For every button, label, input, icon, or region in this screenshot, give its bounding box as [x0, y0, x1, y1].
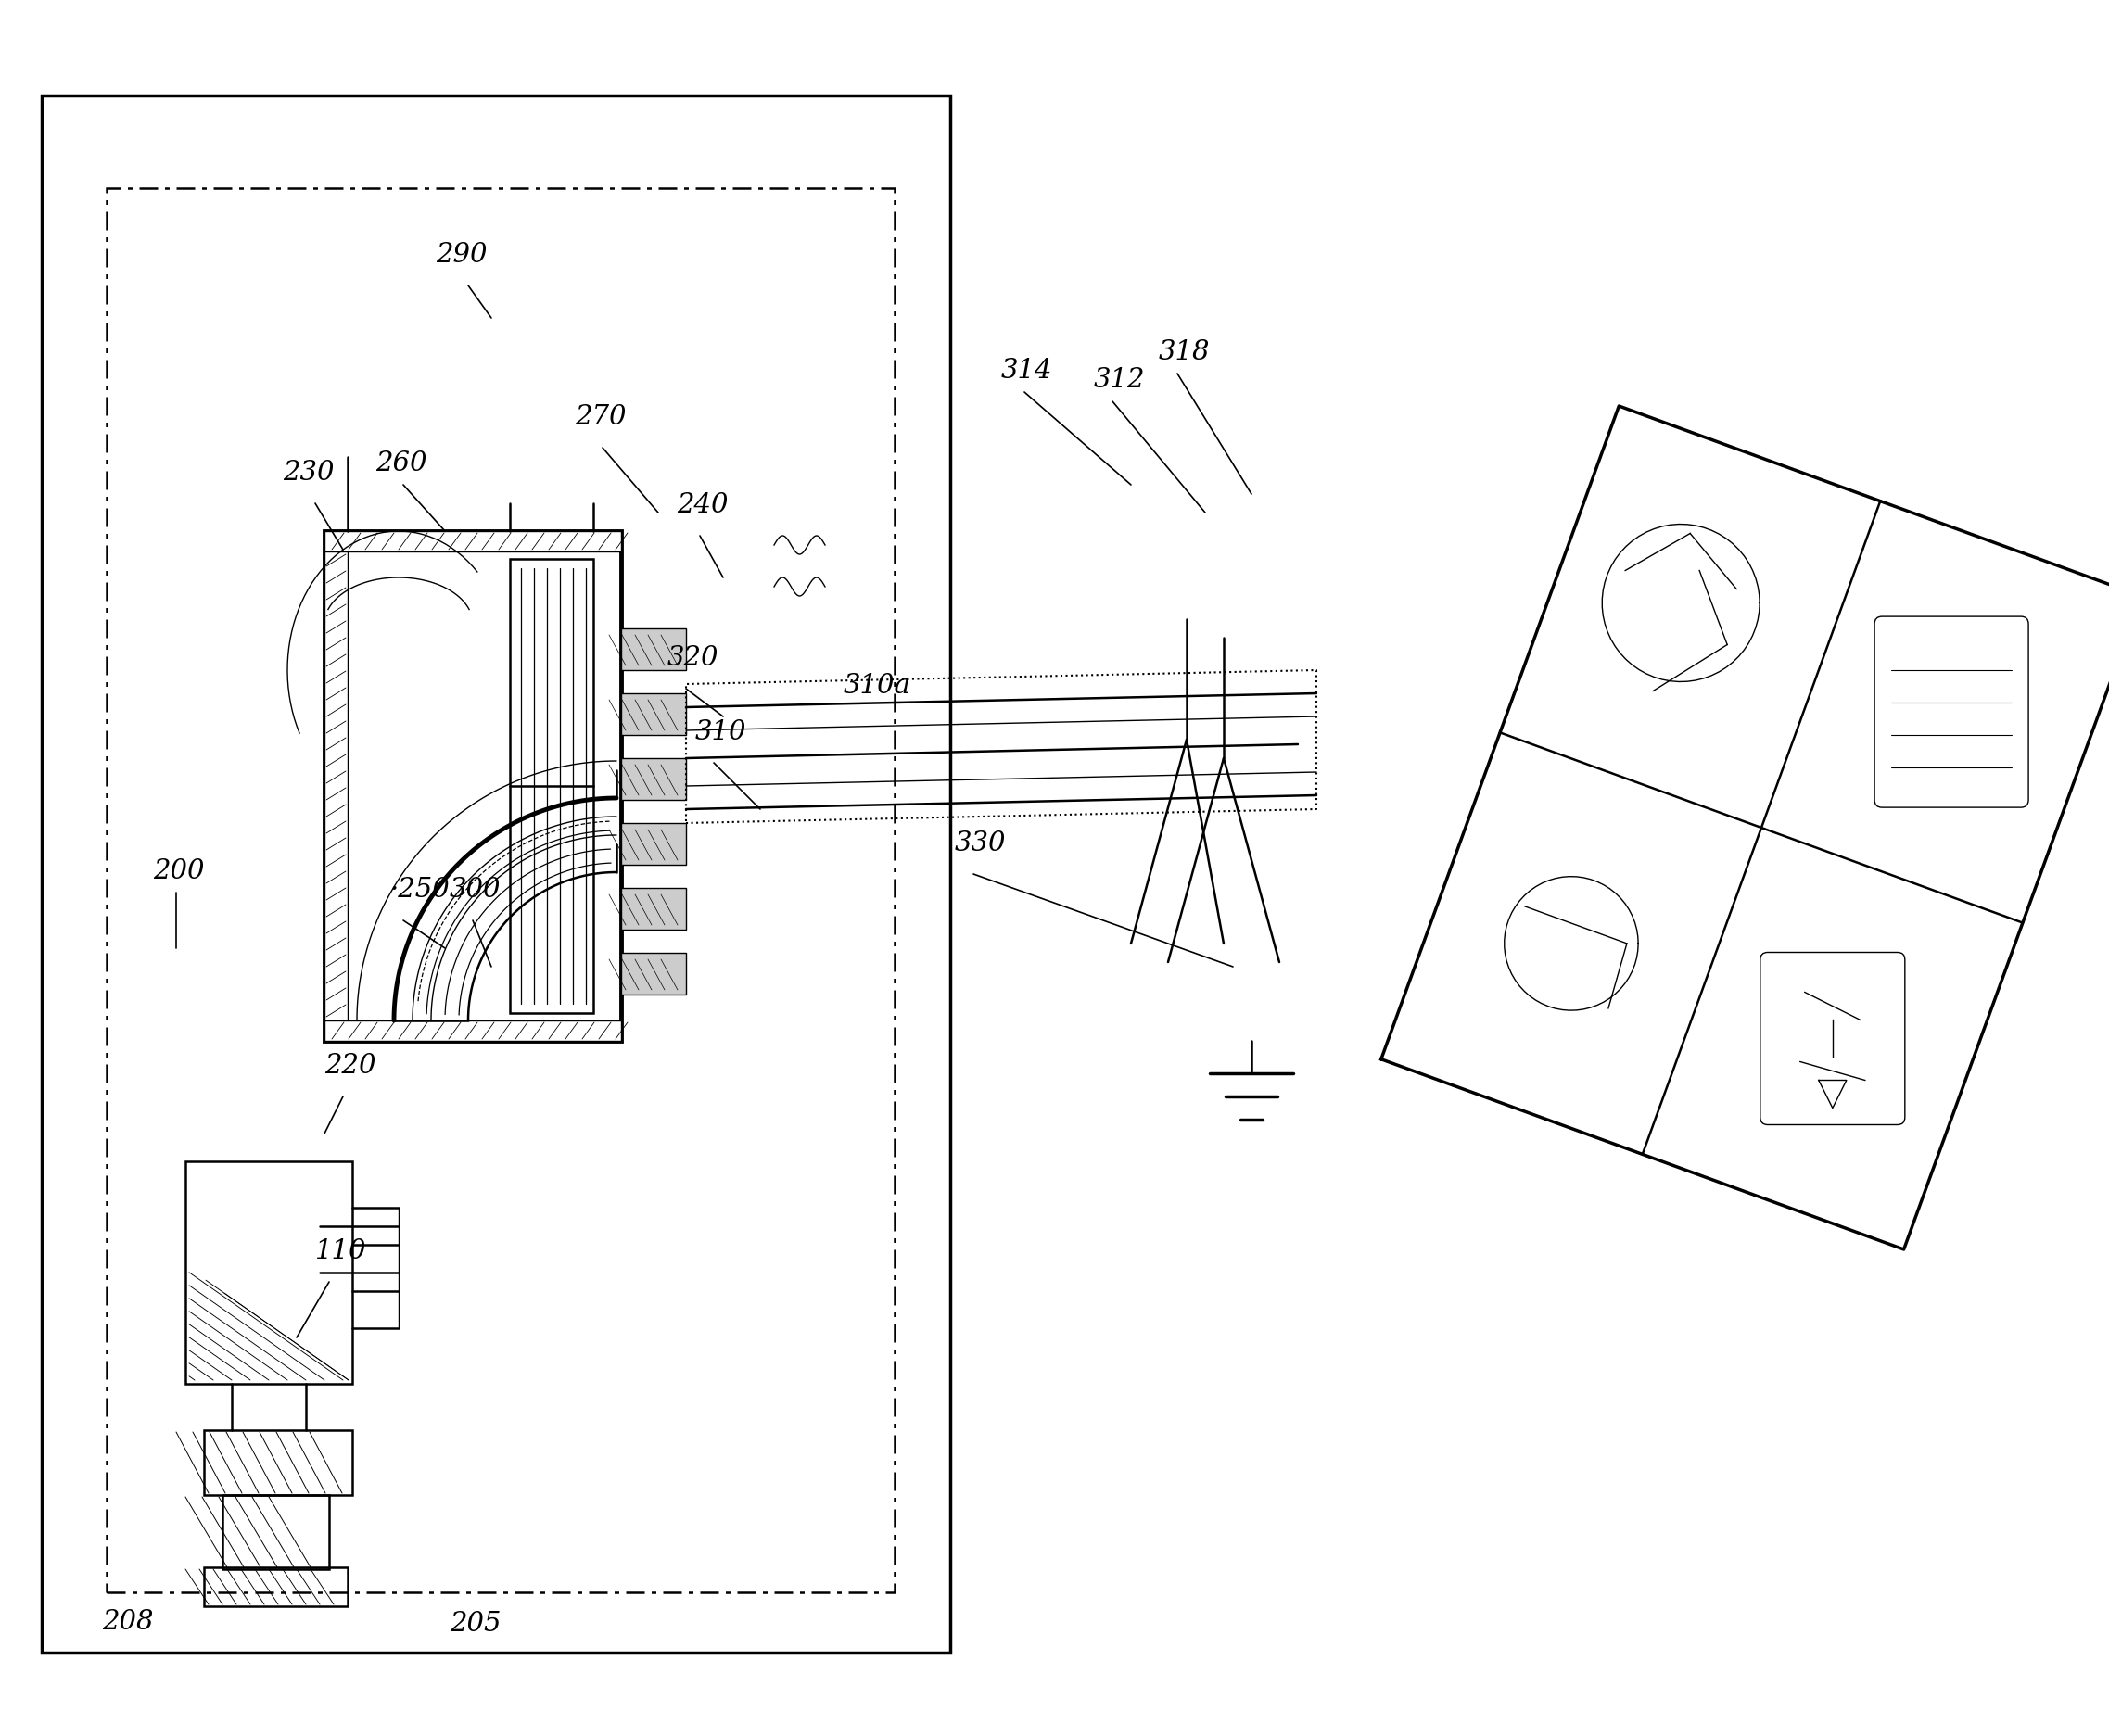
- Bar: [325, 531, 348, 1042]
- Text: 312: 312: [1095, 366, 1145, 392]
- Text: 300: 300: [449, 877, 502, 903]
- Text: 310: 310: [696, 719, 747, 745]
- Bar: [622, 953, 685, 995]
- Text: 260: 260: [375, 450, 426, 476]
- Bar: [622, 889, 685, 930]
- Bar: [325, 1021, 622, 1042]
- Bar: [510, 559, 593, 1014]
- Text: 310a: 310a: [844, 672, 911, 698]
- Bar: [205, 1430, 352, 1495]
- Text: 330: 330: [955, 830, 1006, 856]
- Text: 290: 290: [437, 241, 487, 267]
- Bar: [325, 531, 622, 552]
- Bar: [622, 694, 685, 736]
- Text: 208: 208: [101, 1608, 154, 1634]
- Bar: [325, 531, 622, 1042]
- Bar: [205, 1568, 348, 1606]
- Text: 314: 314: [1002, 358, 1052, 384]
- Text: 320: 320: [666, 644, 719, 670]
- Bar: [186, 1161, 352, 1384]
- Text: 270: 270: [576, 404, 626, 431]
- Text: 240: 240: [677, 491, 728, 517]
- Text: 205: 205: [449, 1609, 502, 1635]
- Bar: [221, 1495, 329, 1569]
- Bar: [42, 95, 951, 1653]
- Text: 318: 318: [1158, 339, 1211, 365]
- Text: 200: 200: [154, 858, 205, 884]
- Bar: [108, 189, 894, 1592]
- Text: 230: 230: [283, 460, 333, 486]
- Bar: [622, 823, 685, 865]
- Text: ·250: ·250: [390, 877, 449, 903]
- Text: 220: 220: [325, 1052, 375, 1078]
- Bar: [622, 759, 685, 800]
- Bar: [622, 628, 685, 670]
- Text: 110: 110: [314, 1238, 367, 1264]
